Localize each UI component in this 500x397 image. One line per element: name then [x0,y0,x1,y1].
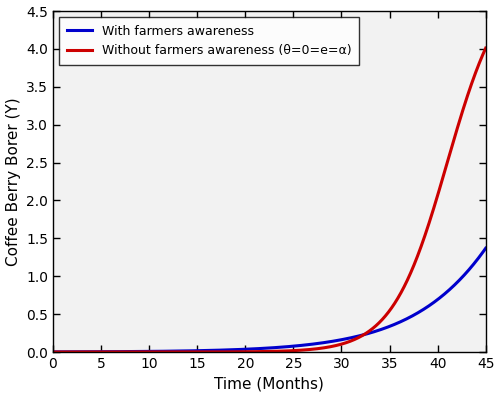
Y-axis label: Coffee Berry Borer (Y): Coffee Berry Borer (Y) [6,97,20,266]
With farmers awareness [125,349,131,354]
Without farmers awareness (θ=0=e=α) [100,350,105,355]
Line: Without farmers awareness (θ=0=e=α): Without farmers awareness (θ=0=e=α) [53,48,486,352]
Without farmers awareness (θ=0=e=α) [474,66,480,71]
Without farmers awareness (θ=0=e=α) [428,216,434,221]
With farmers awareness [474,257,480,262]
Without farmers awareness (θ=0=e=α) [216,349,222,354]
With farmers awareness [50,349,56,354]
With farmers awareness [428,302,434,307]
Legend: With farmers awareness, Without farmers awareness (θ=0=e=α): With farmers awareness, Without farmers … [59,17,359,65]
Line: With farmers awareness: With farmers awareness [53,248,486,352]
Without farmers awareness (θ=0=e=α) [50,350,56,355]
With farmers awareness [216,348,222,353]
Without farmers awareness (θ=0=e=α) [482,46,488,50]
Without farmers awareness (θ=0=e=α) [125,350,131,355]
X-axis label: Time (Months): Time (Months) [214,376,324,391]
With farmers awareness [234,347,240,352]
With farmers awareness [482,246,488,251]
Without farmers awareness (θ=0=e=α) [234,349,240,354]
With farmers awareness [100,349,105,354]
